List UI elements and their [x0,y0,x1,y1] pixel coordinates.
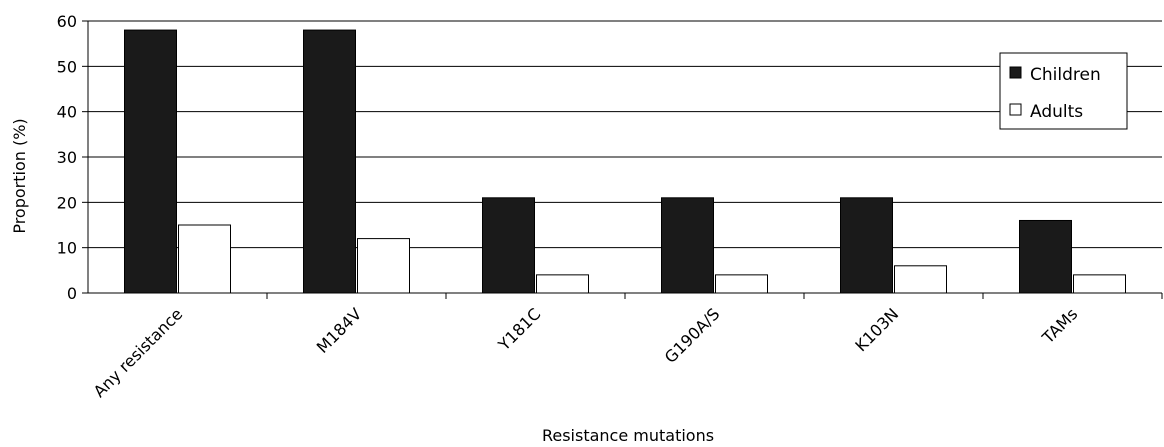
bars [125,30,1126,293]
legend-label-adults: Adults [1030,102,1083,122]
bar-adults-4 [895,266,947,293]
bar-adults-2 [537,275,589,293]
bar-children-1 [304,30,356,293]
y-tick-labels: 0 10 20 30 40 50 60 [57,12,77,303]
y-tick-label: 10 [57,239,77,258]
x-tick-label: K103N [851,304,902,355]
legend-label-children: Children [1030,65,1101,85]
y-tick-label: 50 [57,57,77,76]
x-tick-label: Y181C [494,304,545,355]
x-tick-label: TAMs [1038,304,1082,348]
bar-adults-0 [179,225,231,293]
bar-children-4 [841,198,893,293]
x-tick-label: Any resistance [90,304,187,401]
bar-adults-1 [358,239,410,293]
y-tick-label: 40 [57,103,77,122]
bar-adults-3 [716,275,768,293]
y-tick-label: 60 [57,12,77,31]
bar-adults-5 [1074,275,1126,293]
legend-swatch-adults [1010,104,1021,115]
x-tick-label: G190A/S [661,304,724,367]
x-tick-labels: Any resistance M184V Y181C G190A/S K103N TAMs [90,304,1082,401]
y-tick-label: 30 [57,148,77,167]
bar-children-3 [662,198,714,293]
bar-children-2 [483,198,535,293]
y-tick-label: 20 [57,193,77,212]
legend-swatch-children [1010,67,1021,78]
bar-children-0 [125,30,177,293]
legend: Children Adults [1000,53,1127,129]
bar-children-5 [1020,220,1072,293]
y-axis-title: Proportion (%) [10,118,29,233]
x-axis-title: Resistance mutations [542,426,714,445]
x-tick-label: M184V [313,304,366,357]
y-tick-label: 0 [67,284,77,303]
